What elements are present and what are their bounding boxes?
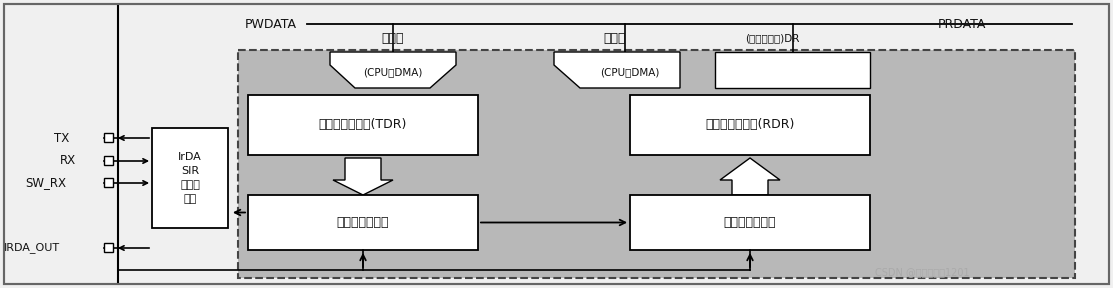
Text: SW_RX: SW_RX (24, 177, 66, 190)
Text: (数据寄存器)DR: (数据寄存器)DR (745, 33, 799, 43)
Polygon shape (554, 52, 680, 88)
Text: RX: RX (60, 154, 76, 168)
Polygon shape (248, 95, 477, 155)
Polygon shape (248, 195, 477, 250)
Text: 接收移位寄存器: 接收移位寄存器 (723, 216, 776, 229)
Text: 接收数据寄存器(RDR): 接收数据寄存器(RDR) (706, 118, 795, 132)
Polygon shape (720, 158, 780, 195)
Polygon shape (104, 178, 114, 187)
Text: IrDA
SIR
编解码
模块: IrDA SIR 编解码 模块 (178, 152, 201, 204)
Polygon shape (238, 50, 1075, 278)
Text: (CPU或DMA): (CPU或DMA) (363, 67, 423, 77)
Text: 读操作: 读操作 (603, 31, 627, 45)
Text: IRDA_OUT: IRDA_OUT (3, 242, 60, 253)
Polygon shape (715, 52, 870, 88)
Text: CSDN @一只大喵和1201: CSDN @一只大喵和1201 (875, 267, 969, 277)
Polygon shape (630, 195, 870, 250)
Text: TX: TX (53, 132, 69, 145)
Polygon shape (152, 128, 228, 228)
Text: 发送移位寄存器: 发送移位寄存器 (337, 216, 390, 229)
Text: (CPU或DMA): (CPU或DMA) (600, 67, 660, 77)
Polygon shape (630, 95, 870, 155)
Polygon shape (4, 4, 1109, 284)
Polygon shape (104, 156, 114, 165)
Polygon shape (329, 52, 456, 88)
Polygon shape (104, 243, 114, 252)
Polygon shape (333, 158, 393, 195)
Polygon shape (104, 133, 114, 142)
Text: PWDATA: PWDATA (245, 18, 297, 31)
Text: PRDATA: PRDATA (938, 18, 986, 31)
Text: 写操作: 写操作 (382, 31, 404, 45)
Text: 发送数据寄存器(TDR): 发送数据寄存器(TDR) (318, 118, 407, 132)
